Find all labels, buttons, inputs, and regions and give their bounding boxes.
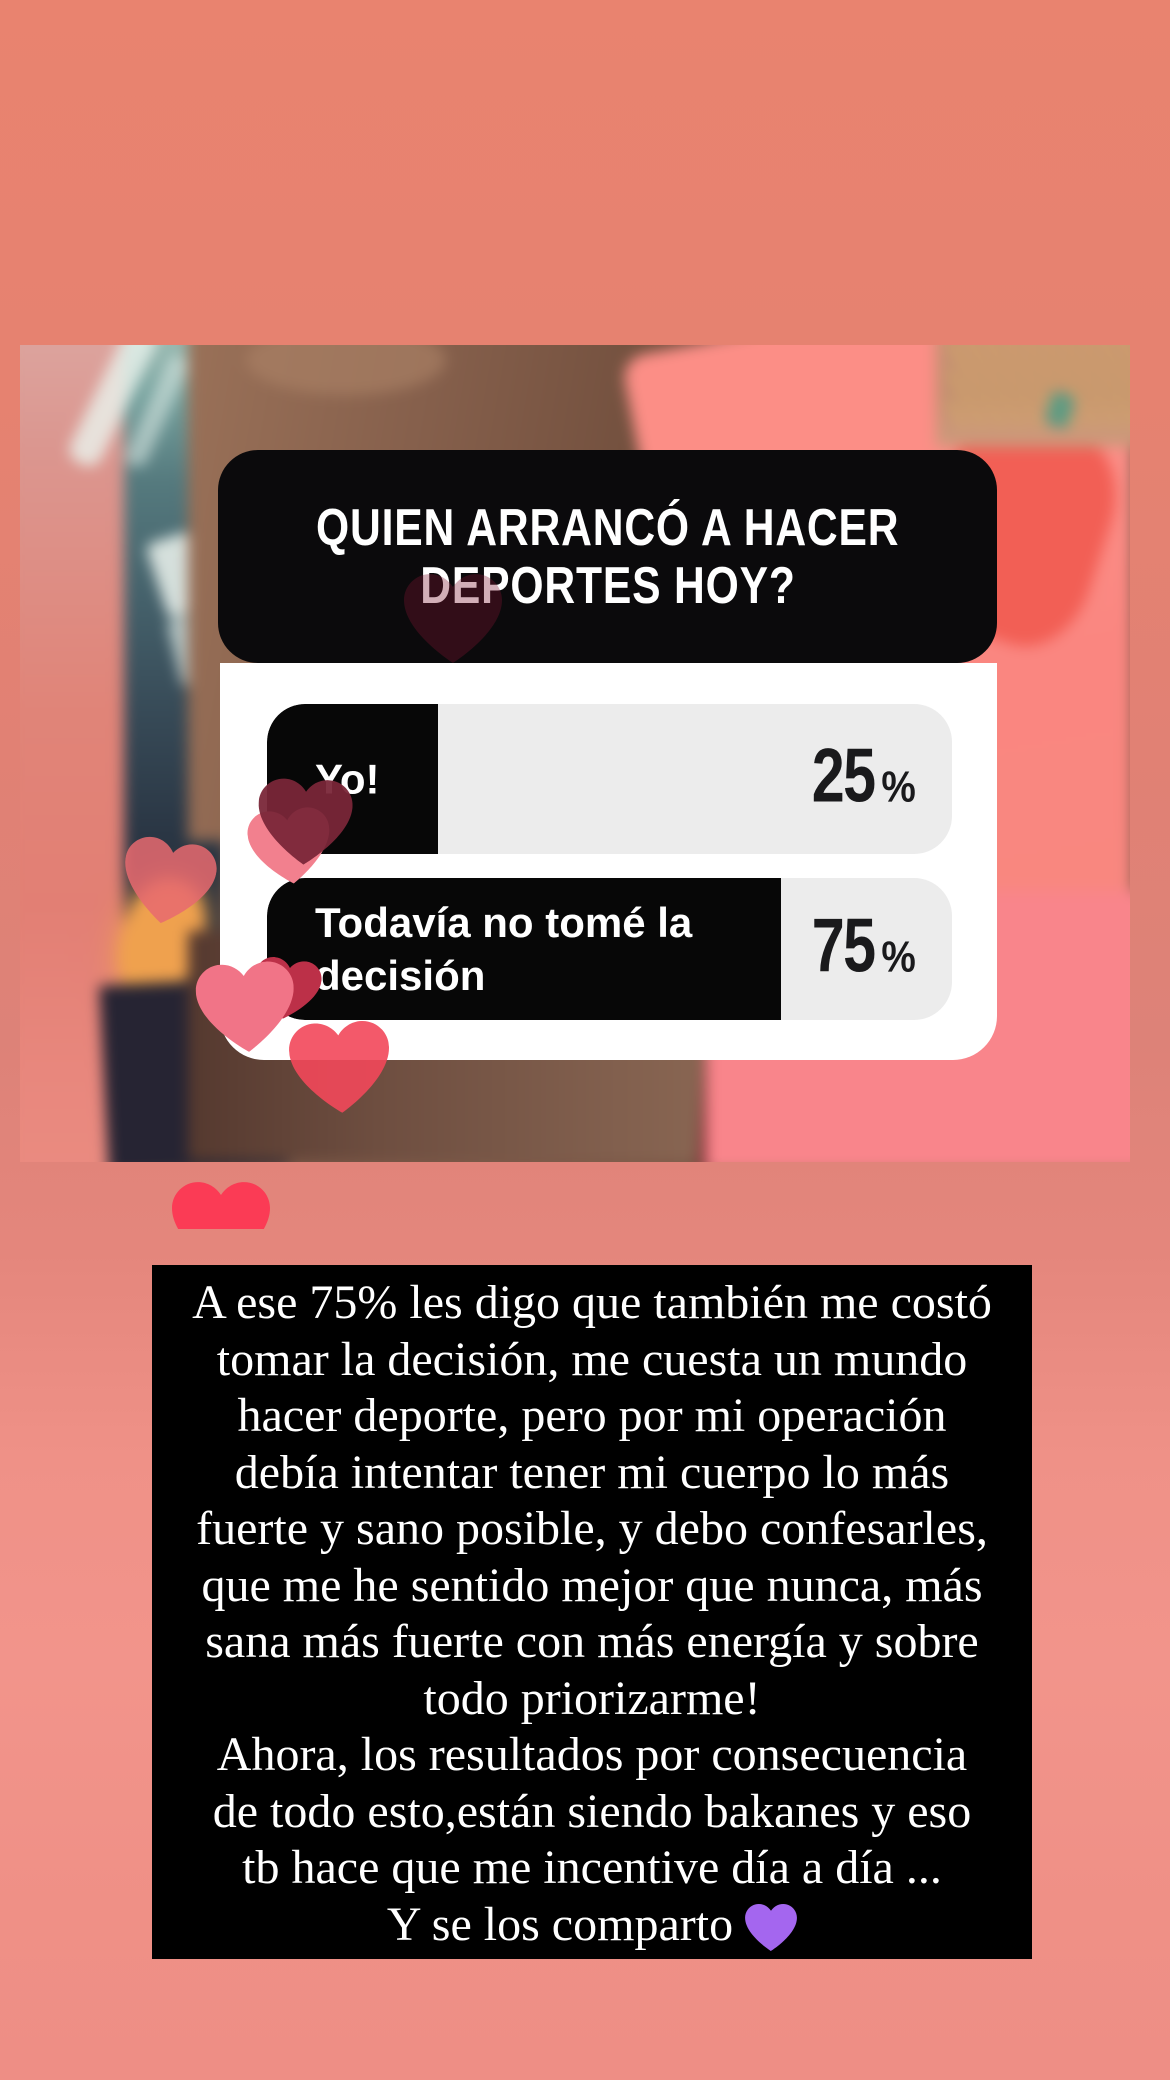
caption-line: fuerte y sano posible, y debo confesarle… xyxy=(196,1502,988,1555)
poll-question-line2: DEPORTES HOY? xyxy=(419,556,796,615)
caption-line: tb hace que me incentive día a día ... xyxy=(242,1841,942,1894)
poll-question-card: QUIEN ARRANCÓ A HACER DEPORTES HOY? xyxy=(218,450,997,663)
caption-line: de todo esto,están siendo bakanes y eso xyxy=(212,1784,972,1838)
necklace-chain xyxy=(950,345,1130,427)
poll-results-card: Yo! 25% Todavía no tomé la decisión 75% xyxy=(220,663,997,1060)
heart-sticker-icon xyxy=(288,1019,393,1115)
bottom-heart-clip xyxy=(172,1182,270,1229)
caption-line: todo priorizarme! xyxy=(423,1671,761,1725)
poll-option-todavia-fill xyxy=(267,878,781,1020)
poll-option-yo-percent: 25% xyxy=(794,733,918,819)
caption-line: A ese 75% les digo que también me costó xyxy=(192,1276,992,1329)
caption-line: Ahora, los resultados por consecuencia xyxy=(216,1728,968,1781)
heart-sticker-icon xyxy=(404,574,502,663)
poll-option-todavia-percent: 75% xyxy=(794,903,918,989)
percent-sign: % xyxy=(881,762,916,812)
poll-option-yo[interactable]: Yo! 25% xyxy=(267,704,952,854)
heart-sticker-icon xyxy=(115,833,220,932)
caption-block: A ese 75% les digo que también me costó … xyxy=(152,1265,1032,1959)
caption-line: que me he sentido mejor que nunca, más xyxy=(201,1558,983,1612)
caption-line: sana más fuerte con más energía y sobre xyxy=(205,1615,979,1668)
caption-line: hacer deporte, pero por mi operación xyxy=(237,1389,947,1442)
poll-option-todavia-label: Todavía no tomé la decisión xyxy=(315,896,692,1002)
poll-option-todavia[interactable]: Todavía no tomé la decisión 75% xyxy=(267,878,952,1020)
percent-value: 75 xyxy=(812,903,876,989)
percent-value: 25 xyxy=(812,733,876,819)
poll-question-line1: QUIEN ARRANCÓ A HACER xyxy=(315,498,900,557)
caption-last-text: Y se los comparto xyxy=(386,1897,734,1951)
heart-sticker-icon xyxy=(194,960,298,1056)
purple-heart-icon xyxy=(745,1904,798,1952)
caption-line: tomar la decisión, me cuesta un mundo xyxy=(216,1332,968,1386)
caption-line: debía intentar tener mi cuerpo lo más xyxy=(234,1445,950,1499)
label-line1: Todavía no tomé la xyxy=(315,899,693,946)
label-line2: decisión xyxy=(315,952,486,999)
heart-sticker-icon xyxy=(172,1182,270,1229)
heart-sticker-icon xyxy=(257,777,354,866)
percent-sign: % xyxy=(881,932,916,982)
caption-line-last: Y se los comparto xyxy=(152,1897,1032,1954)
